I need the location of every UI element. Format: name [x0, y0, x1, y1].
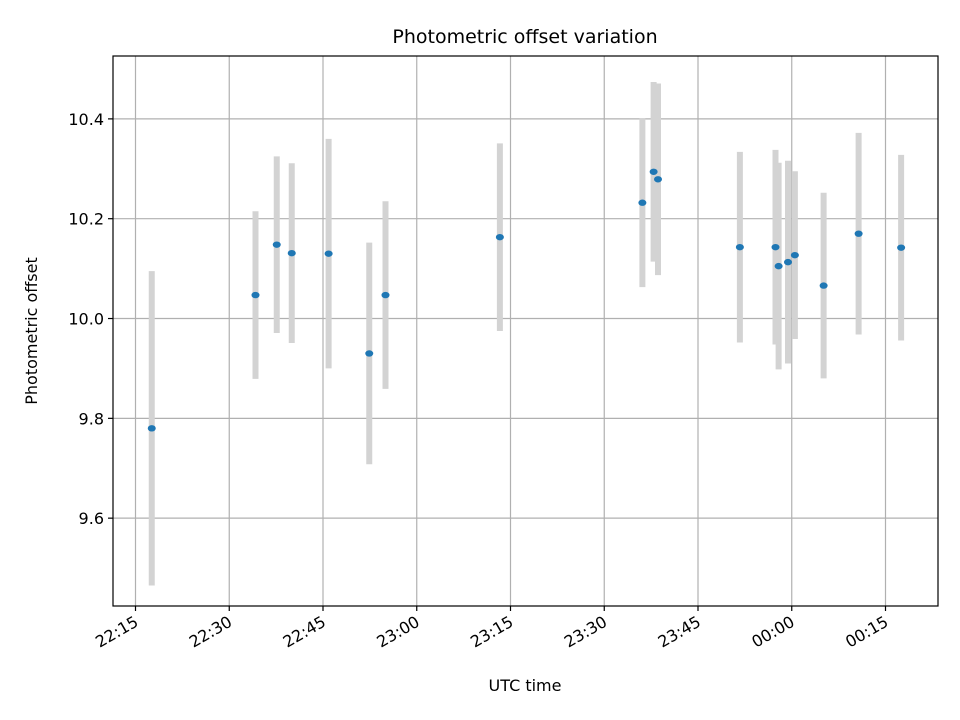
- y-axis: 9.6 9.8 10.0 10.2 10.4: [68, 110, 113, 528]
- data-point: [897, 244, 906, 251]
- data-point: [365, 350, 374, 357]
- data-point: [287, 249, 296, 257]
- y-tick-label: 9.6: [79, 509, 104, 528]
- data-point: [790, 251, 799, 259]
- y-axis-label: Photometric offset: [22, 257, 41, 405]
- data-point: [251, 291, 260, 299]
- data-point: [147, 425, 156, 432]
- y-tick-label: 9.8: [79, 409, 104, 428]
- data-point: [649, 168, 658, 175]
- data-point: [735, 243, 744, 251]
- y-tick-label: 10.2: [68, 210, 104, 229]
- data-point: [784, 258, 792, 266]
- data-point: [324, 250, 333, 257]
- data-point: [495, 233, 504, 241]
- x-axis-label: UTC time: [489, 676, 562, 695]
- data-point: [381, 291, 390, 299]
- chart-title: Photometric offset variation: [392, 26, 657, 48]
- data-point: [774, 262, 783, 270]
- data-point: [272, 241, 281, 248]
- data-point: [854, 230, 863, 237]
- y-tick-label: 10.0: [68, 310, 104, 329]
- data-point: [819, 282, 828, 289]
- data-point: [638, 199, 647, 206]
- y-tick-label: 10.4: [68, 110, 104, 129]
- data-point: [654, 176, 662, 183]
- grid: [113, 56, 938, 606]
- plot-frame: [112, 55, 939, 607]
- data-point: [771, 243, 780, 251]
- data-points: [147, 168, 906, 432]
